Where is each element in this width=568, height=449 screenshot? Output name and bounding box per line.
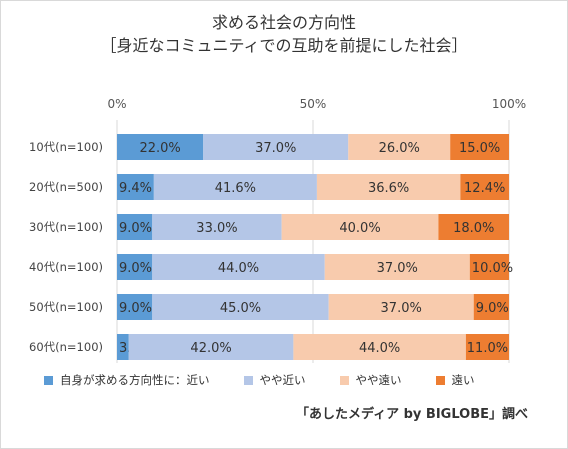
- y-category-label: 10代(n=100): [29, 140, 103, 154]
- x-tick-label: 0%: [107, 97, 126, 111]
- y-category-label: 50代(n=100): [29, 300, 103, 314]
- legend-swatch: [435, 375, 445, 385]
- legend-item: やや遠い: [339, 372, 402, 388]
- data-label: 37.0%: [377, 261, 418, 276]
- bar-segment: [473, 294, 509, 320]
- data-label: 12.4%: [464, 181, 505, 196]
- y-category-label: 30代(n=100): [29, 220, 103, 234]
- data-label: 44.0%: [359, 341, 400, 356]
- legend-label: やや遠い: [355, 373, 402, 387]
- bar-segment: [117, 334, 129, 360]
- bar-segment: [450, 134, 509, 160]
- chart-subtitle: ［身近なコミュニティでの互助を前提にした社会］: [100, 36, 468, 55]
- bar-segment: [328, 294, 474, 320]
- data-label: 9.0%: [476, 301, 509, 316]
- data-label: 18.0%: [453, 221, 494, 236]
- bar-segment: [324, 254, 470, 280]
- data-label: 9.4%: [119, 181, 152, 196]
- bar-segment: [117, 134, 204, 160]
- legend-label: 自身が求める方向性に：近い: [60, 373, 210, 387]
- data-label: 26.0%: [379, 141, 420, 156]
- source-note: 「あしたメディア by BIGLOBE」調べ: [296, 407, 528, 422]
- chart-legend: 自身が求める方向性に：近い やや近い やや遠い 遠い: [44, 371, 509, 389]
- data-label: 33.0%: [196, 221, 237, 236]
- data-label: 44.0%: [218, 261, 259, 276]
- data-label: 37.0%: [381, 301, 422, 316]
- bar-segment: [117, 294, 153, 320]
- data-label: 9.0%: [119, 221, 152, 236]
- data-label: 10.0%: [472, 261, 513, 276]
- bar-segment: [117, 174, 154, 200]
- y-category-label: 40代(n=100): [29, 260, 103, 274]
- bar-segment: [117, 254, 153, 280]
- bar-segment: [128, 334, 294, 360]
- bar-segment: [281, 214, 439, 240]
- legend-label: 遠い: [451, 373, 475, 387]
- y-category-label: 60代(n=100): [29, 340, 103, 354]
- data-label: 22.0%: [139, 141, 180, 156]
- bar-segment: [438, 214, 509, 240]
- legend-item: やや近い: [243, 372, 306, 388]
- data-label: 15.0%: [459, 141, 500, 156]
- bar-segment: [152, 214, 282, 240]
- data-label: 42.0%: [190, 341, 231, 356]
- legend-swatch: [339, 375, 349, 385]
- x-tick-label: 100%: [492, 97, 526, 111]
- data-label: 41.6%: [215, 181, 256, 196]
- data-label: 37.0%: [255, 141, 296, 156]
- bar-segment: [348, 134, 451, 160]
- bar-segment: [203, 134, 349, 160]
- legend-label: やや近い: [259, 373, 306, 387]
- legend-swatch: [243, 375, 253, 385]
- legend-item: 遠い: [435, 372, 475, 388]
- chart-title: 求める社会の方向性: [211, 13, 356, 32]
- x-tick-label: 50%: [300, 97, 327, 111]
- data-label: 45.0%: [220, 301, 261, 316]
- data-label: 11.0%: [467, 341, 508, 356]
- bar-segment: [469, 254, 509, 280]
- data-label: 36.6%: [368, 181, 409, 196]
- bar-segment: [152, 294, 329, 320]
- bar-segment: [465, 334, 509, 360]
- bar-segment: [153, 174, 317, 200]
- data-label: 9.0%: [119, 301, 152, 316]
- data-label: 9.0%: [119, 261, 152, 276]
- bar-segment: [460, 174, 509, 200]
- bar-segment: [293, 334, 466, 360]
- y-category-label: 20代(n=500): [29, 180, 103, 194]
- bar-segment: [152, 254, 325, 280]
- data-label: 40.0%: [339, 221, 380, 236]
- legend-swatch: [44, 375, 53, 385]
- bar-segment: [316, 174, 461, 200]
- legend-item: 自身が求める方向性に：近い: [44, 372, 210, 388]
- bar-segment: [117, 214, 153, 240]
